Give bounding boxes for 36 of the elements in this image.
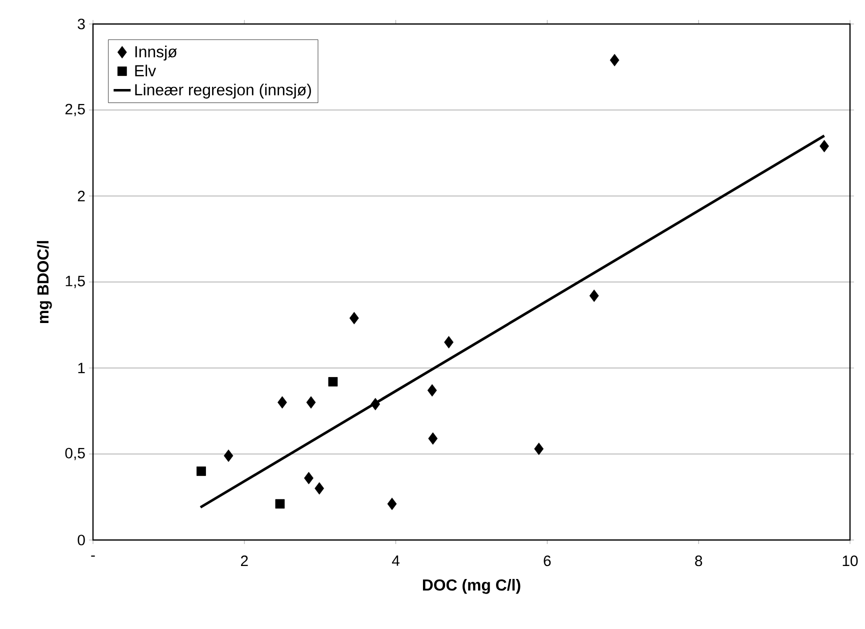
point bbox=[428, 432, 438, 445]
legend-label: Lineær regresjon (innsjø) bbox=[135, 84, 311, 99]
point bbox=[610, 54, 620, 66]
point bbox=[387, 498, 397, 510]
y-tick-label: 2 bbox=[78, 190, 85, 202]
point bbox=[370, 398, 380, 410]
y-tick-label: 0,5 bbox=[65, 448, 85, 460]
x-tick-label: 4 bbox=[392, 556, 400, 566]
point bbox=[306, 396, 316, 409]
legend-label: Innsjø bbox=[135, 46, 177, 61]
point bbox=[534, 442, 544, 456]
y-tick-label: 3 bbox=[78, 18, 85, 30]
x-tick-label: - bbox=[91, 556, 95, 557]
y-tick-label: 1,5 bbox=[66, 276, 85, 288]
point bbox=[196, 466, 206, 476]
point bbox=[444, 336, 454, 348]
y-tick-label: 1 bbox=[78, 362, 85, 374]
y-tick-label: 2,5 bbox=[65, 104, 85, 116]
point bbox=[820, 140, 829, 152]
x-tick-label: 10 bbox=[842, 556, 858, 566]
point bbox=[328, 377, 338, 386]
point bbox=[314, 482, 324, 495]
x-tick-label: 6 bbox=[544, 556, 551, 566]
point bbox=[278, 396, 287, 409]
x-tick-label: 8 bbox=[695, 556, 702, 566]
y-tick-label: 0 bbox=[78, 534, 85, 546]
point bbox=[589, 290, 599, 302]
point bbox=[224, 450, 234, 462]
point bbox=[275, 499, 285, 509]
legend-label: Elv bbox=[135, 64, 156, 76]
point bbox=[304, 472, 314, 484]
point bbox=[427, 384, 437, 397]
x-tick-label: 2 bbox=[240, 556, 248, 566]
point bbox=[349, 312, 359, 324]
y-axis-title: mg BDOC/l bbox=[36, 241, 52, 324]
x-axis-title: DOC (mg C/l) bbox=[422, 578, 520, 594]
